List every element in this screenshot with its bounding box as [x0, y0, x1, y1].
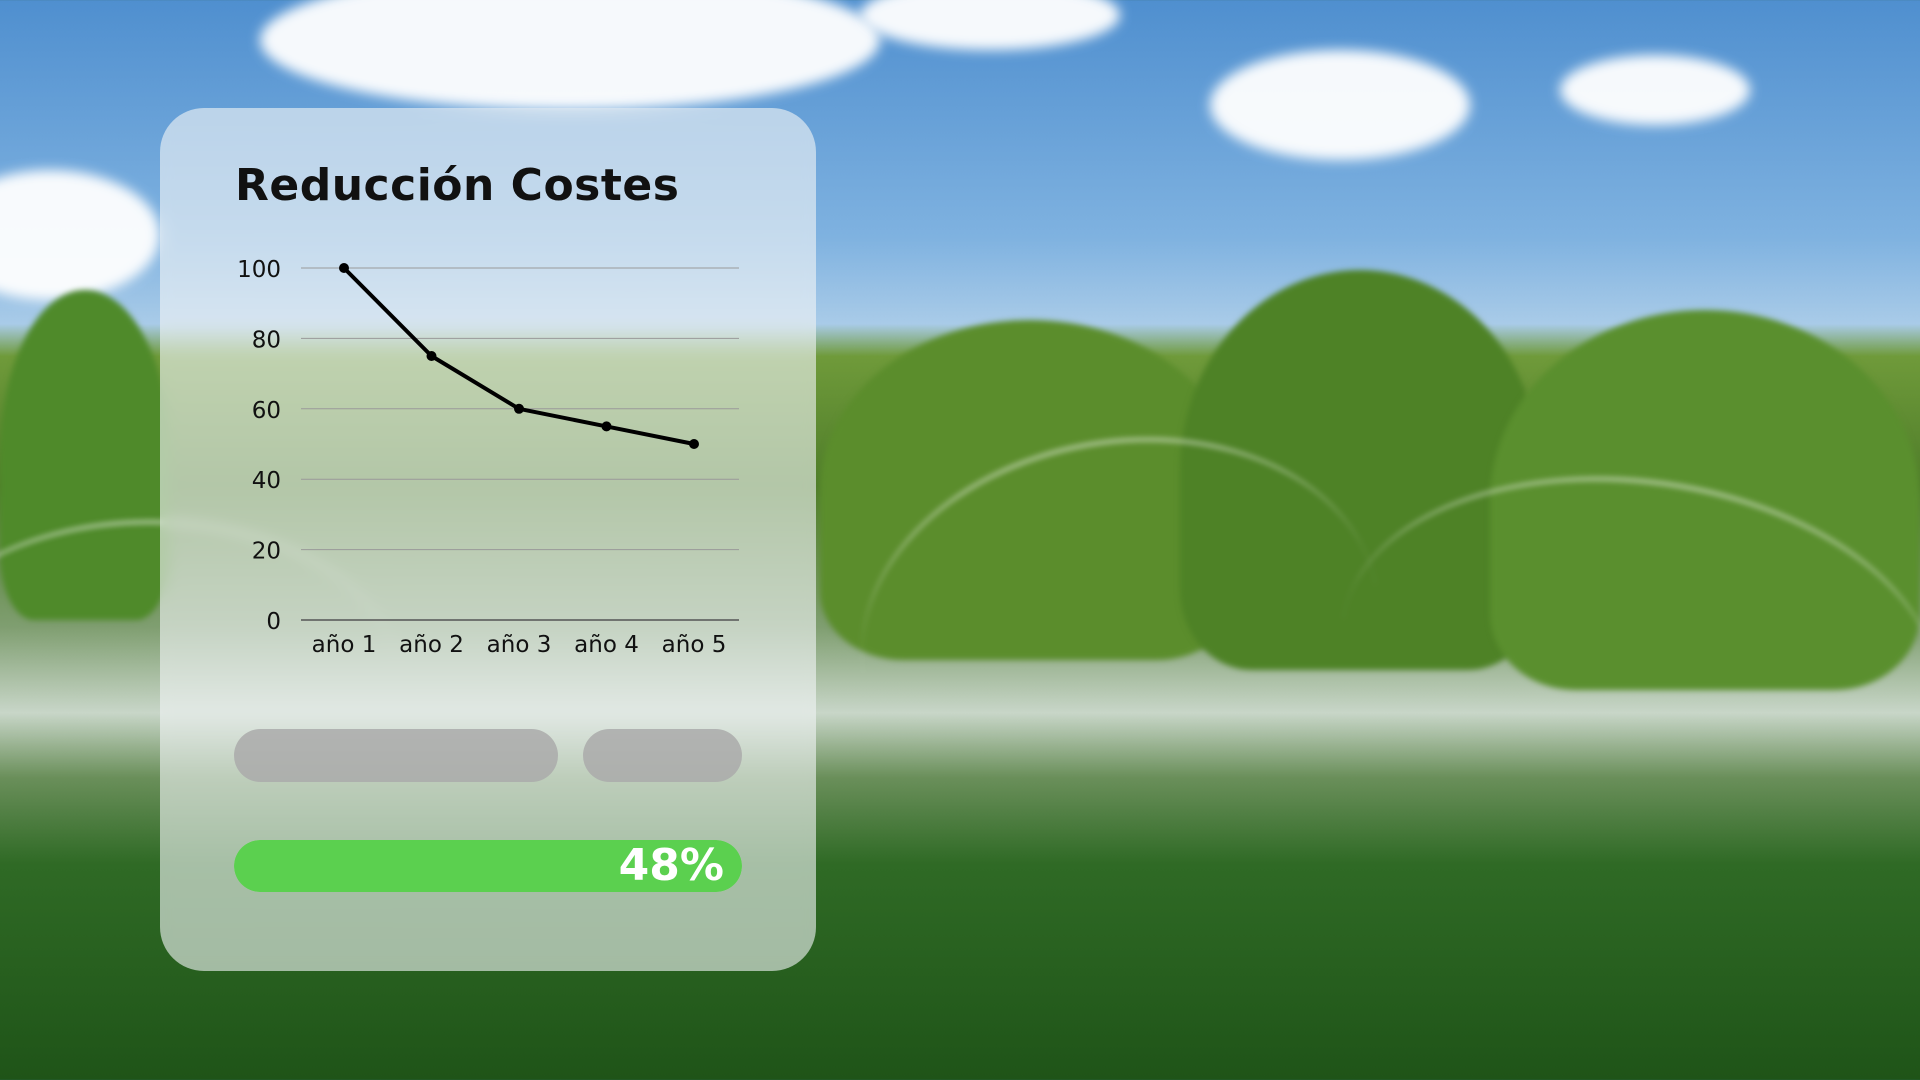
progress-label: 48%: [618, 840, 724, 891]
placeholder-bar-right: [583, 729, 742, 782]
cost-reduction-card: [160, 108, 816, 971]
progress-bar: 48%: [234, 840, 742, 892]
chart-title: Reducción Costes: [235, 160, 680, 211]
progress-fill: [234, 840, 742, 892]
placeholder-bar-left: [234, 729, 558, 782]
